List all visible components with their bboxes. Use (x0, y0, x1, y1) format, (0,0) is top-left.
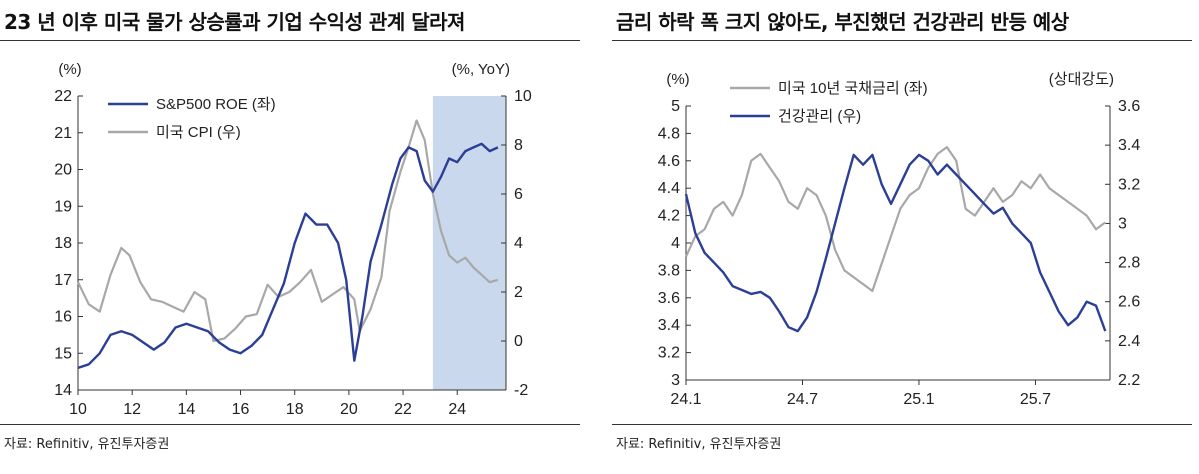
right-legend-label: 건강관리 (우) (778, 108, 861, 125)
right-x-tick-label: 24.7 (787, 391, 818, 408)
left-y-left-tick-label: 17 (54, 272, 72, 289)
right-y-right-unit: (상대강도) (1049, 71, 1114, 88)
right-y-right-tick-label: 2.2 (1118, 372, 1140, 389)
left-y-right-tick-label: 0 (514, 333, 523, 350)
right-y-left-tick-label: 3 (671, 372, 680, 389)
left-panel: 23 년 이후 미국 물가 상승률과 기업 수익성 관계 달라져 (%) (%, … (0, 0, 580, 474)
left-x-tick-label: 12 (123, 401, 141, 418)
left-x-tick-label: 10 (69, 401, 87, 418)
left-x-tick-label: 22 (394, 401, 412, 418)
left-y-left-tick-label: 16 (54, 309, 72, 326)
left-y-right-tick-label: 8 (514, 137, 523, 154)
left-x-tick-label: 16 (232, 401, 250, 418)
right-y-left-tick-label: 4 (671, 235, 680, 252)
right-chart-title: 금리 하락 폭 크지 않아도, 부진했던 건강관리 반등 예상 (616, 10, 1069, 34)
left-x-tick-label: 24 (448, 401, 466, 418)
right-y-right-tick-label: 2.4 (1118, 333, 1140, 350)
left-shaded-region (432, 96, 506, 390)
right-y-right-tick-label: 3.4 (1118, 137, 1140, 154)
left-y-right-tick-label: 6 (514, 186, 523, 203)
right-y-right-tick-label: 3.6 (1118, 98, 1140, 115)
right-y-right-tick-label: 2.8 (1118, 255, 1140, 272)
right-y-left-tick-label: 3.4 (658, 317, 680, 334)
right-y-left-tick-label: 3.2 (658, 345, 680, 362)
left-source: 자료: Refinitiv, 유진투자증권 (4, 437, 170, 452)
left-y-right-tick-label: 2 (514, 284, 523, 301)
left-y-right-tick-label: 10 (514, 88, 532, 105)
left-chart-title: 23 년 이후 미국 물가 상승률과 기업 수익성 관계 달라져 (4, 10, 465, 34)
left-y-left-tick-label: 20 (54, 162, 72, 179)
left-y-left-tick-label: 15 (54, 345, 72, 362)
left-x-tick-label: 18 (286, 401, 304, 418)
right-y-left-unit: (%) (666, 71, 689, 88)
left-x-tick-label: 20 (340, 401, 358, 418)
right-y-left-tick-label: 4.6 (658, 153, 680, 170)
right-y-right-tick-label: 3 (1118, 215, 1127, 232)
left-series-line-navy (77, 142, 499, 370)
right-series-line-gray (684, 145, 1106, 293)
right-y-left-tick-label: 3.6 (658, 290, 680, 307)
left-y-right-unit: (%, YoY) (452, 61, 510, 78)
right-y-left-tick-label: 4.4 (658, 180, 680, 197)
left-series-line-gray (77, 119, 499, 343)
right-x-tick-label: 25.7 (1020, 391, 1051, 408)
right-y-left-tick-label: 4.2 (658, 208, 680, 225)
right-panel: 금리 하락 폭 크지 않아도, 부진했던 건강관리 반등 예상 (%) (상대강도… (612, 0, 1192, 474)
left-y-left-tick-label: 22 (54, 88, 72, 105)
left-source-rule (0, 424, 580, 425)
right-x-tick-label: 25.1 (903, 391, 934, 408)
left-y-right-tick-label: -2 (514, 382, 528, 399)
right-title-rule (612, 40, 1192, 41)
left-y-right-tick-label: 4 (514, 235, 523, 252)
left-chart: (%) (%, YoY)141516171819202122-2024681010… (54, 61, 532, 418)
left-legend-label: S&P500 ROE (좌) (156, 96, 276, 113)
right-chart: (%) (상대강도) 3 3.2 3.4 3.6 3.8 4 4.2 4.4 4.6 4.8 5 2.2 2… (658, 71, 1141, 408)
left-y-left-tick-label: 21 (54, 125, 72, 142)
left-y-left-unit: (%) (58, 61, 81, 78)
left-legend-label: 미국 CPI (우) (156, 124, 241, 141)
right-legend-label: 미국 10년 국채금리 (좌) (778, 80, 928, 97)
left-y-left-tick-label: 18 (54, 235, 72, 252)
right-series-line-navy (684, 153, 1107, 333)
left-y-left-tick-label: 19 (54, 198, 72, 215)
left-y-left-tick-label: 14 (54, 382, 72, 399)
right-x-tick-label: 24.1 (670, 391, 701, 408)
right-y-left-tick-label: 5 (671, 98, 680, 115)
right-source: 자료: Refinitiv, 유진투자증권 (616, 437, 782, 452)
right-source-rule (612, 424, 1192, 425)
left-x-tick-label: 14 (177, 401, 195, 418)
right-y-right-tick-label: 2.6 (1118, 294, 1140, 311)
right-y-left-tick-label: 4.8 (658, 125, 680, 142)
right-y-right-tick-label: 3.2 (1118, 176, 1140, 193)
right-y-left-tick-label: 3.8 (658, 262, 680, 279)
left-title-rule (0, 40, 580, 41)
